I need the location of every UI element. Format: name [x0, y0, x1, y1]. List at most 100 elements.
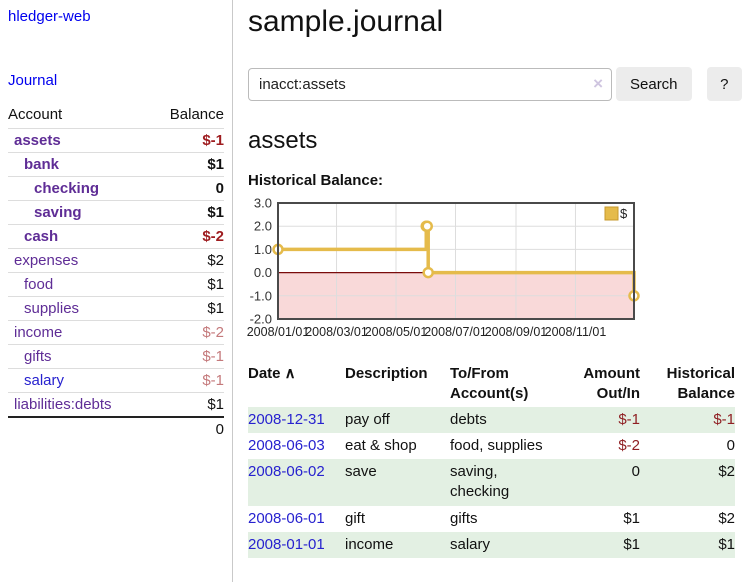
page-title: sample.journal: [248, 5, 444, 38]
accounts-col-balance: Balance: [169, 106, 224, 123]
account-row: gifts $-1: [8, 344, 224, 369]
account-cell: expenses: [8, 249, 150, 273]
brand-link[interactable]: hledger-web: [8, 8, 91, 25]
account-balance: $2: [207, 252, 224, 269]
register-cell-date: 2008-12-31: [248, 407, 345, 433]
register-cell-date: 2008-06-03: [248, 433, 345, 459]
nav-journal-link[interactable]: Journal: [8, 72, 58, 89]
plot-border: [277, 202, 635, 320]
register-col-accounts: To/From Account(s): [450, 365, 529, 403]
register-row[interactable]: 2008-06-01 gift gifts $1 $2: [248, 506, 735, 532]
search-button[interactable]: Search: [616, 67, 692, 101]
register-cell-accounts: debts: [450, 410, 487, 428]
register-row[interactable]: 2008-12-31 pay off debts $-1 $-1: [248, 406, 735, 433]
register-cell-description: income: [345, 535, 394, 553]
account-link-bank[interactable]: bank: [24, 156, 60, 173]
register-col-amount: Amount Out/In: [583, 365, 640, 403]
register-cell-description: pay off: [345, 410, 390, 428]
chart-svg: 3.0 2.0 1.0 0.0 -1.0 -2.02008/01/012008/03/01…: [247, 196, 640, 339]
account-balance: $1: [207, 396, 224, 413]
y-tick-label: -1.0: [250, 288, 272, 303]
account-row: liabilities:debts $1: [8, 392, 224, 418]
account-row: food $1: [8, 272, 224, 297]
account-link-liabilities-debts[interactable]: liabilities:debts: [14, 396, 112, 413]
register-col-date[interactable]: Date ∧: [248, 365, 296, 382]
account-row: salary $-1: [8, 368, 224, 393]
data-point-marker: [421, 220, 433, 232]
x-tick-label: 2008/09/01: [485, 325, 548, 339]
register-row[interactable]: 2008-06-03 eat & shop food, supplies $-2 0: [248, 433, 735, 459]
transaction-date-link[interactable]: 2008-12-31: [248, 410, 325, 428]
accounts-table: Account Balance assets $-1 bank $1 checking 0…: [8, 103, 224, 441]
account-link-income[interactable]: income: [14, 324, 63, 341]
register-cell-amount: $1: [623, 509, 640, 527]
x-tick-label: 2008/01/01: [247, 325, 310, 339]
account-link-saving[interactable]: saving: [34, 204, 82, 221]
register-cell-accounts: food, supplies: [450, 436, 543, 454]
account-cell: cash: [8, 225, 150, 249]
account-cell: salary: [8, 369, 150, 393]
accounts-total-spacer: [8, 417, 150, 441]
register-cell-description: eat & shop: [345, 436, 417, 454]
search-input[interactable]: [248, 67, 612, 101]
account-balance: $-1: [202, 372, 224, 389]
y-tick-label: 3.0: [254, 196, 272, 211]
account-balance: $-2: [202, 228, 224, 245]
transaction-date-link[interactable]: 2008-06-01: [248, 509, 325, 527]
account-balance: $-1: [202, 132, 224, 149]
register-cell-amount: $-2: [618, 436, 640, 454]
account-balance: $-1: [202, 348, 224, 365]
account-cell: supplies: [8, 297, 150, 321]
account-row: income $-2: [8, 320, 224, 345]
y-tick-label: 0.0: [254, 265, 272, 280]
account-link-salary[interactable]: salary: [24, 372, 65, 389]
sort-asc-icon: ∧: [280, 365, 296, 382]
x-tick-label: 2008/03/01: [305, 325, 368, 339]
chart-title: Historical Balance:: [248, 172, 384, 189]
legend-label: $: [620, 206, 628, 221]
account-balance: $1: [207, 156, 224, 173]
account-cell: bank: [8, 153, 150, 177]
x-tick-label: 2008/11/01: [545, 325, 607, 339]
account-cell: liabilities:debts: [8, 393, 150, 418]
account-row: cash $-2: [8, 224, 224, 249]
legend-swatch: [604, 206, 619, 221]
register-col-balance: Historical Balance: [666, 365, 735, 403]
accounts-col-account: Account: [8, 106, 63, 123]
search-form: × Search ?: [248, 67, 742, 101]
account-balance: $1: [207, 300, 224, 317]
account-link-supplies[interactable]: supplies: [24, 300, 80, 317]
help-button[interactable]: ?: [706, 67, 742, 101]
account-link-gifts[interactable]: gifts: [24, 348, 52, 365]
transaction-date-link[interactable]: 2008-06-02: [248, 463, 325, 480]
account-cell: food: [8, 273, 150, 297]
register-cell-date: 2008-06-02: [248, 459, 345, 506]
accounts-total-value: 0: [215, 421, 224, 438]
clear-search-icon[interactable]: ×: [593, 73, 603, 93]
account-row: saving $1: [8, 200, 224, 225]
main-content: sample.journal × Search ? assets Histori…: [247, 0, 742, 558]
register-cell-balance: $1: [718, 535, 735, 553]
account-row: checking 0: [8, 176, 224, 201]
account-cell: checking: [8, 177, 150, 201]
account-balance: $1: [207, 204, 224, 221]
account-link-expenses[interactable]: expenses: [14, 252, 79, 269]
y-tick-label: 1.0: [254, 242, 272, 257]
register-row[interactable]: 2008-01-01 income salary $1 $1: [248, 531, 735, 558]
register-cell-accounts: saving, checking: [450, 463, 510, 501]
account-link-assets[interactable]: assets: [14, 132, 61, 149]
account-link-checking[interactable]: checking: [34, 180, 100, 197]
account-balance: $-2: [202, 324, 224, 341]
y-tick-label: 2.0: [254, 219, 272, 234]
transaction-date-link[interactable]: 2008-06-03: [248, 436, 325, 454]
account-row: bank $1: [8, 152, 224, 177]
register-cell-accounts: gifts: [450, 509, 478, 527]
register-row[interactable]: 2008-06-02 save saving, checking 0 $2: [248, 459, 735, 506]
transaction-date-link[interactable]: 2008-01-01: [248, 535, 325, 553]
accounts-total-row: 0: [8, 417, 224, 441]
account-link-food[interactable]: food: [24, 276, 54, 293]
account-cell: assets: [8, 129, 150, 153]
account-link-cash[interactable]: cash: [24, 228, 59, 245]
account-row: expenses $2: [8, 248, 224, 273]
account-heading: assets: [248, 127, 318, 154]
